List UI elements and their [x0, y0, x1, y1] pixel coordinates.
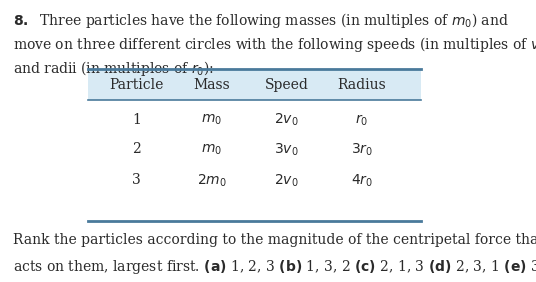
Text: $3r_0$: $3r_0$ [351, 141, 373, 158]
Text: 2: 2 [132, 142, 141, 157]
Text: acts on them, largest first. $\mathbf{(a)}$ 1, 2, 3 $\mathbf{(b)}$ 1, 3, 2 $\mat: acts on them, largest first. $\mathbf{(a… [13, 258, 536, 276]
Text: Radius: Radius [338, 78, 386, 92]
Text: Speed: Speed [265, 78, 309, 92]
Text: $2v_0$: $2v_0$ [274, 172, 299, 189]
Text: $m_0$: $m_0$ [201, 113, 222, 127]
Text: Mass: Mass [193, 78, 230, 92]
Text: 3: 3 [132, 173, 141, 188]
Text: Particle: Particle [109, 78, 164, 92]
Text: 1: 1 [132, 113, 141, 127]
Text: and radii (in multiples of $r_0$):: and radii (in multiples of $r_0$): [13, 59, 214, 78]
Bar [88, 69, 421, 100]
Text: move on three different circles with the following speeds (in multiples of $v_0$: move on three different circles with the… [13, 35, 536, 54]
Text: $r_0$: $r_0$ [355, 112, 368, 127]
Text: $3v_0$: $3v_0$ [274, 141, 299, 158]
Text: $2v_0$: $2v_0$ [274, 112, 299, 128]
Text: $m_0$: $m_0$ [201, 142, 222, 157]
Text: $4r_0$: $4r_0$ [351, 172, 373, 189]
Text: $2m_0$: $2m_0$ [197, 172, 227, 189]
Text: Rank the particles according to the magnitude of the centripetal force that: Rank the particles according to the magn… [13, 233, 536, 247]
Text: $\mathbf{8.}$  Three particles have the following masses (in multiples of $m_0$): $\mathbf{8.}$ Three particles have the f… [13, 11, 509, 30]
